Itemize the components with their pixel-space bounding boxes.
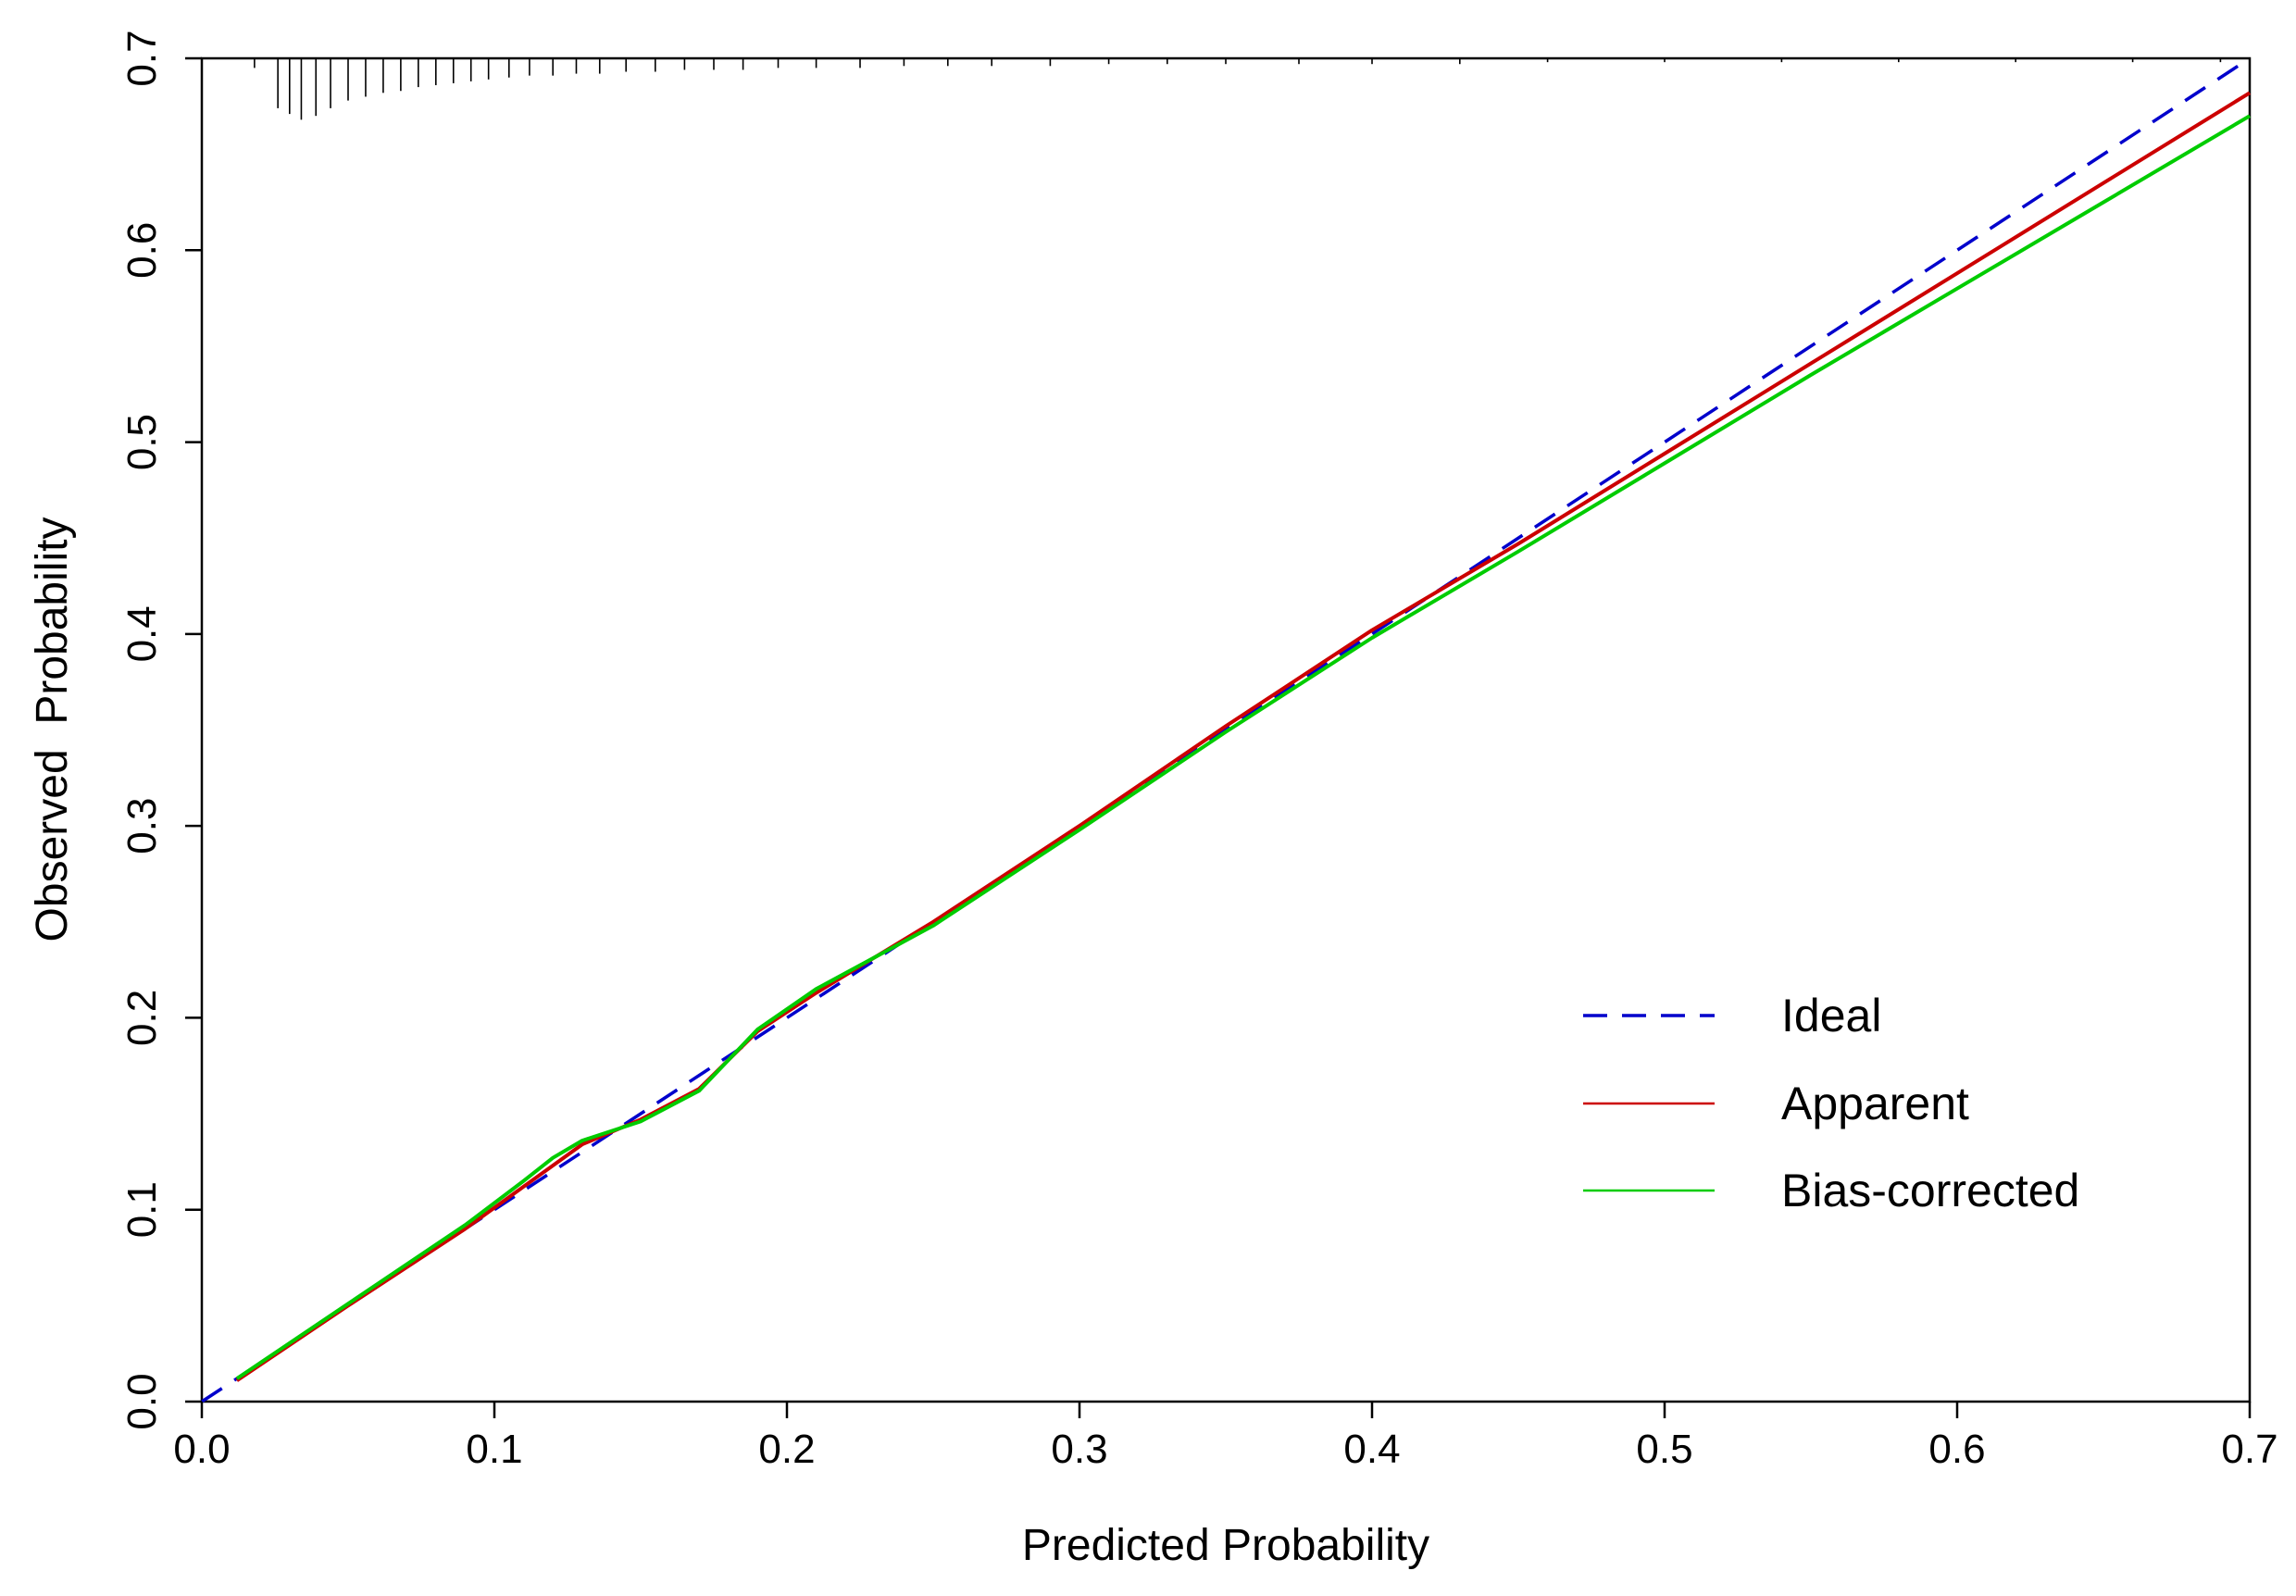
legend-label: Apparent <box>1781 1078 1969 1129</box>
x-tick-label: 0.2 <box>758 1427 815 1472</box>
x-tick-label: 0.4 <box>1343 1427 1400 1472</box>
x-tick-label: 0.6 <box>1928 1427 1985 1472</box>
x-tick-label: 0.3 <box>1051 1427 1107 1472</box>
legend-label: Ideal <box>1781 990 1881 1041</box>
x-tick-label: 0.7 <box>2221 1427 2277 1472</box>
y-tick-label: 0.0 <box>119 1373 165 1429</box>
y-tick-label: 0.7 <box>119 30 165 86</box>
legend-label: Bias-corrected <box>1781 1165 2079 1216</box>
y-tick-label: 0.5 <box>119 414 165 470</box>
y-tick-label: 0.6 <box>119 222 165 279</box>
y-tick-label: 0.1 <box>119 1181 165 1238</box>
x-tick-label: 0.5 <box>1636 1427 1692 1472</box>
series-lines <box>201 56 2252 1403</box>
x-axis: 0.0 0.1 0.2 0.3 0.4 0.5 0.6 0.7 <box>173 1402 2278 1472</box>
rug-marks <box>254 58 2222 120</box>
y-tick-label: 0.2 <box>119 990 165 1046</box>
y-axis-title: Observed Probability <box>28 517 77 942</box>
x-tick-label: 0.0 <box>173 1427 230 1472</box>
y-tick-label: 0.4 <box>119 605 165 662</box>
series-line-apparent <box>235 91 2252 1382</box>
x-axis-title: Predicted Probability <box>1022 1521 1429 1570</box>
series-line-bias-corrected <box>235 114 2252 1380</box>
x-tick-label: 0.1 <box>466 1427 522 1472</box>
y-axis: 0.0 0.1 0.2 0.3 0.4 0.5 0.6 0.7 <box>119 30 202 1430</box>
legend: Ideal Apparent Bias-corrected <box>1583 990 2079 1216</box>
y-tick-label: 0.3 <box>119 798 165 854</box>
